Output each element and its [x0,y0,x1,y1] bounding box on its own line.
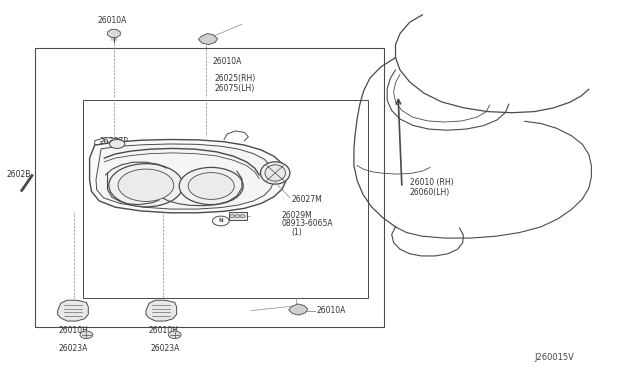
Polygon shape [146,300,177,321]
Polygon shape [198,33,218,45]
Circle shape [118,169,174,202]
Circle shape [168,331,181,339]
Text: 26023A: 26023A [150,344,180,353]
Text: 26010 (RH): 26010 (RH) [410,178,453,187]
Text: 26025(RH): 26025(RH) [214,74,255,83]
Text: 26010A: 26010A [97,16,127,25]
Ellipse shape [265,165,285,181]
Bar [83,100,368,298]
Bar [229,212,247,220]
Text: (1): (1) [292,228,303,237]
Circle shape [212,216,229,226]
Circle shape [109,164,183,207]
Circle shape [109,140,125,148]
Text: 26075(LH): 26075(LH) [214,84,255,93]
Text: 26010H: 26010H [59,326,88,335]
Polygon shape [90,140,286,213]
Text: 2602B: 2602B [6,170,31,179]
Circle shape [240,215,245,218]
Polygon shape [58,300,88,321]
Text: 26397P: 26397P [99,137,128,146]
Text: 26029M: 26029M [282,211,312,220]
Polygon shape [108,29,120,38]
Circle shape [80,331,93,339]
Polygon shape [96,144,274,209]
Text: 08913-6065A: 08913-6065A [282,219,333,228]
Text: J260015V: J260015V [534,353,574,362]
Text: N: N [218,218,223,224]
Ellipse shape [260,162,290,184]
Text: 26027M: 26027M [291,195,322,203]
Circle shape [235,215,240,218]
Bar [35,48,384,327]
Text: 26010A: 26010A [317,306,346,315]
Circle shape [188,173,234,199]
Text: 26023A: 26023A [59,344,88,353]
Circle shape [230,215,235,218]
Text: 26010A: 26010A [212,57,242,66]
Text: 26060(LH): 26060(LH) [410,188,450,197]
Circle shape [179,167,243,205]
Polygon shape [289,304,308,315]
Text: 26010H: 26010H [148,326,178,335]
